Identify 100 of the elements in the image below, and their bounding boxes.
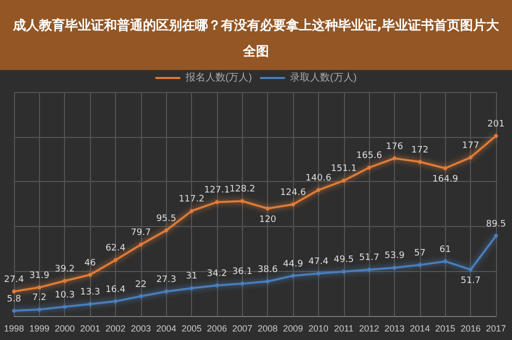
x-tick-label: 2003 bbox=[130, 324, 151, 334]
point bbox=[468, 155, 473, 160]
point bbox=[113, 258, 118, 262]
data-label: 95.5 bbox=[156, 214, 176, 224]
point bbox=[138, 242, 143, 247]
point bbox=[266, 279, 270, 284]
data-label: 39.2 bbox=[54, 264, 75, 274]
point bbox=[214, 283, 219, 288]
data-label: 172 bbox=[411, 145, 428, 156]
data-label: 165.6 bbox=[356, 151, 382, 162]
data-label: 164.9 bbox=[432, 174, 458, 185]
point bbox=[240, 199, 244, 204]
point bbox=[240, 282, 244, 286]
data-label: 51.7 bbox=[460, 276, 481, 286]
data-label: 31.9 bbox=[29, 270, 50, 281]
x-tick-label: 1998 bbox=[4, 324, 24, 334]
data-label: 51.7 bbox=[359, 253, 380, 264]
data-label: 7.2 bbox=[32, 293, 47, 304]
x-tick-label: 2008 bbox=[258, 324, 278, 334]
data-label: 13.3 bbox=[80, 288, 100, 298]
x-tick-label: 2011 bbox=[334, 324, 354, 334]
data-label: 49.5 bbox=[334, 255, 354, 266]
data-label: 46 bbox=[84, 258, 96, 268]
data-label: 127.1 bbox=[204, 186, 230, 196]
x-tick-label: 2009 bbox=[283, 324, 304, 334]
x-tick-label: 2000 bbox=[54, 324, 75, 334]
point bbox=[266, 206, 270, 210]
point bbox=[37, 285, 42, 290]
data-label: 38.6 bbox=[258, 264, 278, 275]
x-tick-label: 2017 bbox=[486, 324, 506, 334]
x-tick-label: 2005 bbox=[182, 324, 202, 334]
data-label: 16.4 bbox=[105, 284, 126, 295]
x-tick-label: 2015 bbox=[435, 324, 456, 334]
chart-title: 成人教育毕业证和普通的区别在哪？有没有必要拿上这种毕业证,毕业证书首页图片大全图 bbox=[12, 18, 500, 60]
point bbox=[12, 308, 16, 313]
data-label: 53.9 bbox=[384, 251, 405, 262]
x-tick-label: 2012 bbox=[359, 324, 380, 334]
point bbox=[443, 259, 448, 264]
point bbox=[62, 304, 67, 309]
point bbox=[468, 268, 473, 272]
point bbox=[12, 289, 16, 294]
x-tick-label: 2010 bbox=[308, 324, 328, 334]
point bbox=[88, 272, 92, 277]
data-label: 27.3 bbox=[156, 275, 176, 286]
point bbox=[37, 308, 42, 312]
x-tick-label: 1999 bbox=[29, 324, 50, 334]
data-label: 36.1 bbox=[232, 267, 252, 278]
x-tick-label: 2002 bbox=[105, 324, 126, 334]
point bbox=[392, 266, 397, 270]
point bbox=[138, 294, 143, 298]
data-label: 22 bbox=[135, 280, 147, 290]
data-label: 128.2 bbox=[229, 184, 256, 195]
data-label: 151.1 bbox=[330, 164, 357, 174]
x-tick-label: 2006 bbox=[206, 324, 227, 334]
point bbox=[190, 286, 194, 290]
point bbox=[62, 278, 67, 283]
x-tick-label: 2013 bbox=[384, 324, 405, 334]
data-label: 124.6 bbox=[280, 188, 306, 198]
point bbox=[342, 178, 346, 183]
x-tick-label: 2007 bbox=[232, 324, 252, 334]
point bbox=[214, 200, 219, 204]
point bbox=[418, 262, 422, 267]
point bbox=[316, 272, 320, 276]
data-label: 176 bbox=[386, 142, 404, 152]
x-tick-label: 2004 bbox=[156, 324, 176, 334]
data-label: 120 bbox=[259, 214, 277, 225]
data-label: 10.3 bbox=[54, 290, 75, 300]
data-label: 61 bbox=[440, 244, 451, 255]
x-tick-label: 2014 bbox=[410, 324, 430, 334]
data-label: 140.6 bbox=[306, 174, 332, 184]
legend-label: 报名人数(万人) bbox=[184, 72, 252, 84]
point bbox=[291, 202, 296, 206]
data-label: 57 bbox=[414, 248, 426, 258]
point bbox=[88, 302, 92, 306]
data-label: 201 bbox=[487, 119, 505, 130]
data-label: 27.4 bbox=[4, 274, 24, 285]
data-label: 44.9 bbox=[283, 259, 304, 270]
point bbox=[443, 166, 448, 170]
point bbox=[190, 208, 194, 213]
point bbox=[494, 234, 498, 238]
x-tick-label: 2001 bbox=[80, 324, 100, 334]
point bbox=[316, 188, 320, 192]
point bbox=[494, 134, 498, 138]
point bbox=[342, 270, 346, 274]
point bbox=[291, 274, 296, 278]
data-label: 177 bbox=[462, 140, 480, 151]
point bbox=[418, 160, 422, 164]
data-label: 47.4 bbox=[308, 257, 329, 268]
legend-label: 录取人数(万人) bbox=[290, 72, 357, 84]
data-label: 5.8 bbox=[6, 294, 22, 304]
data-label: 117.2 bbox=[178, 194, 204, 204]
point bbox=[367, 166, 372, 170]
data-label: 34.2 bbox=[206, 268, 227, 279]
data-label: 79.7 bbox=[130, 228, 151, 238]
point bbox=[113, 299, 118, 304]
data-label: 89.5 bbox=[486, 219, 506, 230]
data-label: 62.4 bbox=[105, 244, 126, 254]
point bbox=[392, 156, 397, 160]
x-tick-label: 2016 bbox=[460, 324, 481, 334]
point bbox=[164, 290, 168, 294]
